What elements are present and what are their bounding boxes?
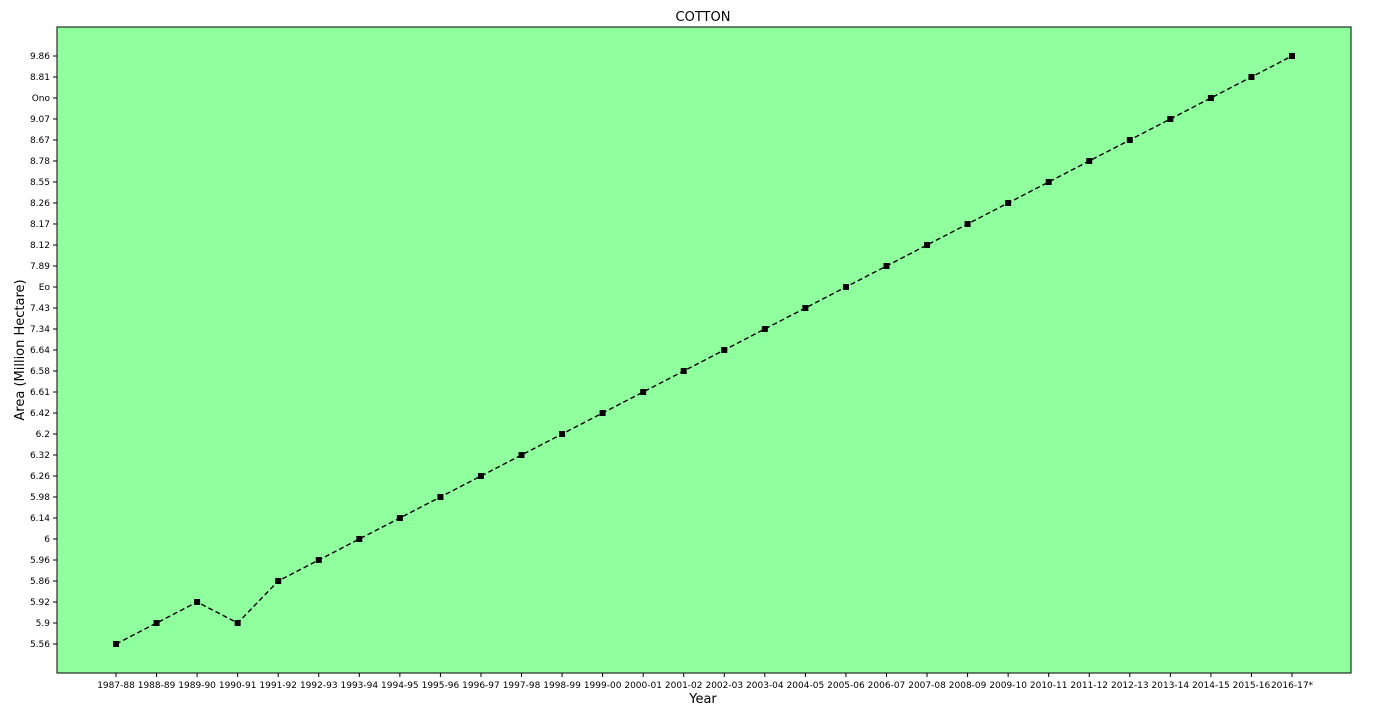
y-tick-label: 5.86 (30, 577, 50, 587)
data-point (680, 368, 687, 374)
y-tick-label: 6.2 (36, 430, 50, 440)
x-tick-label: 1992-93 (300, 681, 338, 691)
x-tick-label: 2012-13 (1111, 681, 1149, 691)
y-tick-label: 8.17 (30, 220, 50, 230)
x-tick-label: 2008-09 (949, 681, 987, 691)
y-tick-label: 6.58 (30, 367, 50, 377)
x-tick-label: 2000-01 (624, 681, 662, 691)
x-tick-label: 1997-98 (503, 681, 541, 691)
x-tick-label: 1994-95 (381, 681, 419, 691)
y-tick-label: 5.56 (30, 640, 50, 650)
x-tick-label: 1988-89 (138, 681, 176, 691)
x-tick-label: 1993-94 (341, 681, 379, 691)
x-axis-label: Year (688, 692, 717, 707)
data-point (275, 578, 282, 584)
data-point (1045, 179, 1052, 185)
data-point (761, 326, 768, 332)
y-tick-label: 6.26 (30, 472, 50, 482)
data-point (964, 221, 971, 227)
y-tick-label: 6.61 (30, 388, 50, 398)
data-point (1289, 53, 1295, 59)
data-point (194, 599, 201, 605)
data-point (1248, 74, 1255, 80)
y-tick-label: 7.89 (30, 262, 50, 272)
data-point (721, 347, 728, 353)
data-point (1086, 158, 1093, 164)
x-tick-label: 1991-92 (259, 681, 297, 691)
y-tick-label: 7.43 (30, 304, 50, 314)
data-point (437, 494, 444, 500)
series-line (115, 55, 1293, 645)
x-tick-label: 2015-16 (1233, 681, 1271, 691)
x-tick-label: 2001-02 (665, 681, 703, 691)
data-point (599, 410, 606, 416)
x-tick-label: 2006-07 (868, 681, 906, 691)
x-tick-label: 2013-14 (1152, 681, 1190, 691)
data-point (477, 473, 484, 479)
y-tick-label: 6.42 (30, 409, 50, 419)
y-tick-label: 9.86 (30, 52, 50, 62)
x-tick-label: 1989-90 (178, 681, 216, 691)
data-point (802, 305, 809, 311)
x-tick-label: 2011-12 (1070, 681, 1108, 691)
x-tick-label: 1999-00 (584, 681, 622, 691)
x-tick-label: 2003-04 (746, 681, 784, 691)
data-point (559, 431, 566, 437)
x-tick-label: 2004-05 (787, 681, 825, 691)
y-tick-label: 6.14 (30, 514, 50, 524)
x-tick-label: 1990-91 (219, 681, 257, 691)
data-point (640, 389, 647, 395)
y-tick-label: 6.64 (30, 346, 50, 356)
plot-area (56, 26, 1352, 674)
data-point (883, 263, 890, 269)
y-tick-label: Ono (32, 94, 51, 104)
data-point (153, 620, 160, 626)
y-tick-label: 5.9 (36, 619, 51, 629)
series-markers (113, 53, 1295, 647)
data-point (356, 536, 363, 542)
x-axis: 1987-88 1988-89 1989-90 1990-91 1991-92 1992-… (97, 673, 1314, 691)
y-axis: 5.56 5.9 5.92 5.86 5.96 6 6.14 5.98 6.26 6.32 6.2 6… (30, 52, 57, 650)
y-tick-label: 5.92 (30, 598, 50, 608)
x-tick-label: 1998-99 (543, 681, 581, 691)
y-tick-label: 8.26 (30, 199, 50, 209)
y-tick-label: 8.67 (30, 136, 50, 146)
x-tick-label: 2016-17* (1271, 681, 1314, 691)
x-tick-label: 1995-96 (422, 681, 460, 691)
y-tick-label: 7.34 (30, 325, 50, 335)
data-point (842, 284, 849, 290)
data-point (1005, 200, 1012, 206)
data-point (1167, 116, 1174, 122)
y-tick-label: 5.96 (30, 556, 50, 566)
y-tick-label: 8.78 (30, 157, 50, 167)
x-tick-label: 2005-06 (827, 681, 865, 691)
x-tick-label: 2007-08 (908, 681, 946, 691)
data-point (518, 452, 525, 458)
x-tick-label: 2014-15 (1192, 681, 1230, 691)
x-tick-label: 2010-11 (1030, 681, 1068, 691)
y-tick-label: 8.81 (30, 73, 50, 83)
y-tick-label: 6 (44, 535, 50, 545)
y-tick-label: 8.55 (30, 178, 50, 188)
y-tick-label: 5.98 (30, 493, 50, 503)
data-point (234, 620, 241, 626)
data-point (924, 242, 931, 248)
x-tick-label: 2009-10 (989, 681, 1027, 691)
x-tick-label: 2002-03 (705, 681, 743, 691)
data-point (113, 641, 119, 647)
data-point (396, 515, 403, 521)
y-tick-label: Eo (39, 283, 51, 293)
x-tick-label: 1987-88 (97, 681, 135, 691)
x-tick-label: 1996-97 (462, 681, 500, 691)
chart-title: COTTON (676, 10, 731, 25)
y-tick-label: 8.12 (30, 241, 50, 251)
y-tick-label: 6.32 (30, 451, 50, 461)
data-point (1207, 95, 1214, 101)
y-tick-label: 9.07 (30, 115, 50, 125)
data-point (315, 557, 322, 563)
data-point (1126, 137, 1133, 143)
y-axis-label: Area (Million Hectare) (13, 279, 28, 420)
